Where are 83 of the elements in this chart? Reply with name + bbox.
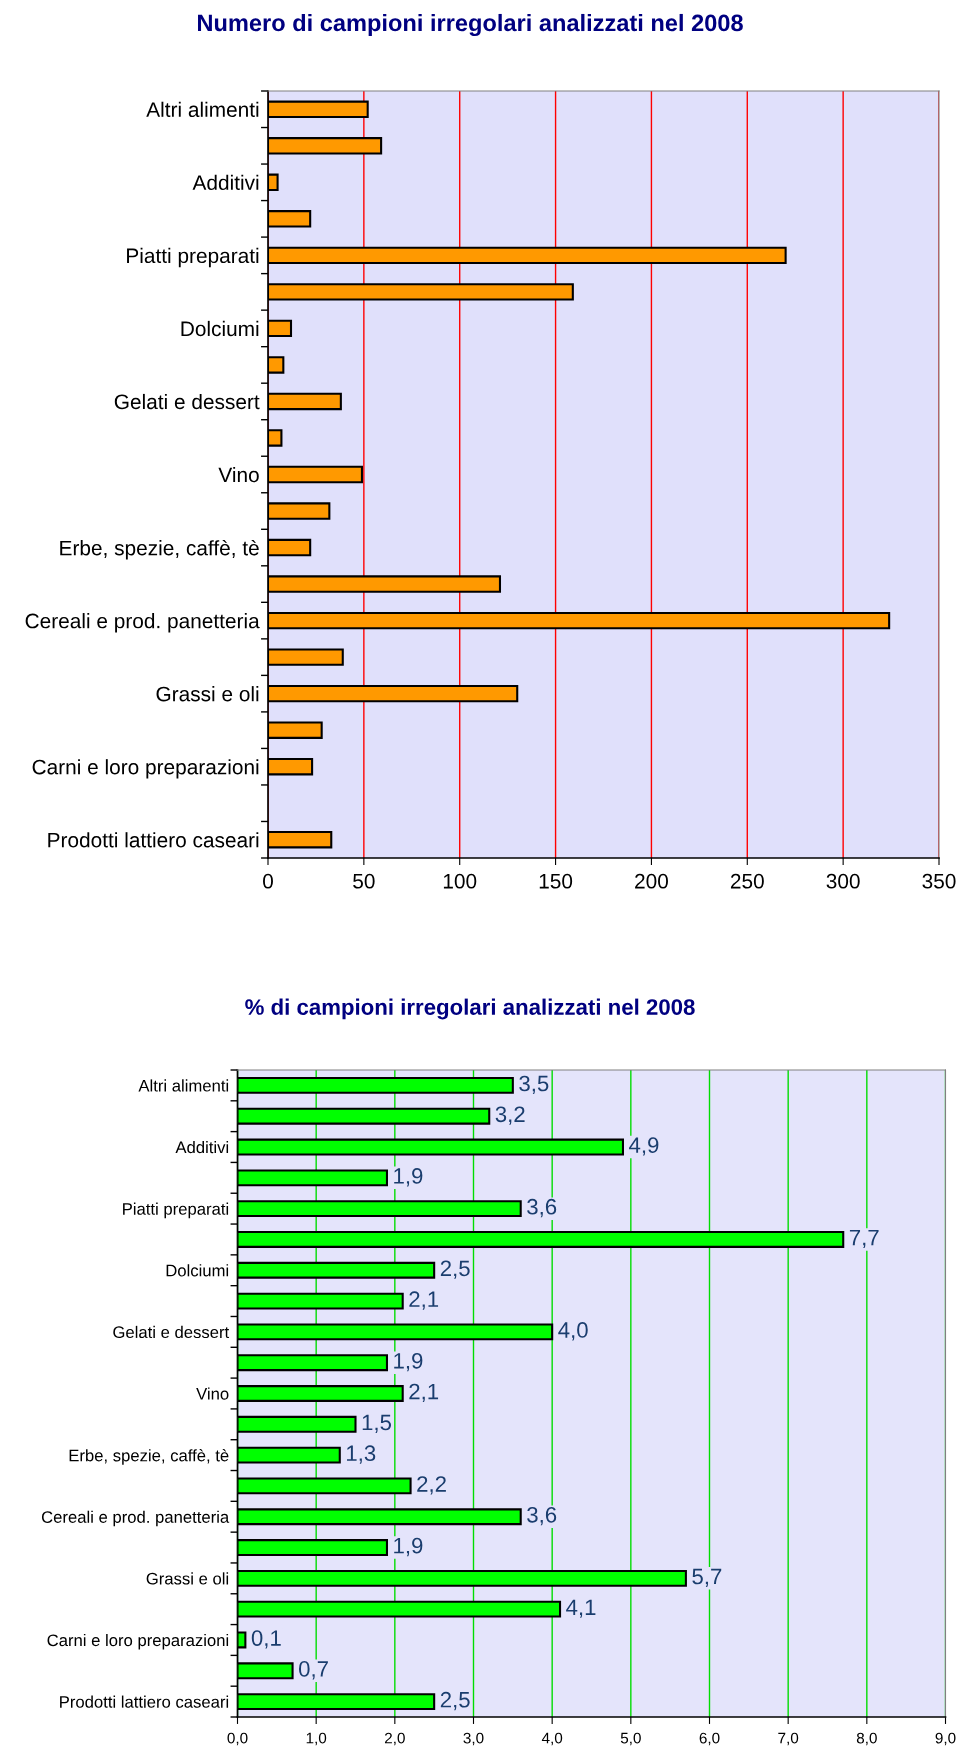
bar bbox=[237, 1354, 389, 1372]
bar bbox=[237, 1138, 625, 1156]
y-tick-label: Vino bbox=[196, 1387, 229, 1400]
x-tick-label: 3,0 bbox=[463, 1732, 484, 1746]
y-tick-label: Additivi bbox=[175, 1140, 229, 1154]
bar bbox=[237, 1323, 554, 1341]
bar bbox=[237, 1169, 389, 1187]
y-tick-label: Prodotti lattiero caseari bbox=[48, 832, 259, 848]
x-tick-label: 300 bbox=[826, 873, 860, 889]
y-tick-label: Cereali e prod. panetteria bbox=[41, 1510, 230, 1527]
x-tick-label: 7,0 bbox=[778, 1732, 799, 1746]
x-tick-label: 5,0 bbox=[620, 1732, 641, 1746]
bar bbox=[237, 1446, 341, 1464]
bar bbox=[237, 1385, 404, 1402]
data-label: 1,3 bbox=[347, 1445, 376, 1464]
y-tick-label: Prodotti lattiero caseari bbox=[60, 1695, 229, 1708]
y-tick-label: Erbe, spezie, caffè, tè bbox=[60, 539, 259, 560]
data-label: 2,2 bbox=[417, 1476, 446, 1495]
y-tick-label: Altri alimenti bbox=[138, 1079, 229, 1092]
y-tick-label: Additivi bbox=[192, 174, 259, 191]
data-label: 2,5 bbox=[440, 1260, 470, 1279]
data-label: 1,9 bbox=[394, 1537, 423, 1557]
y-tick-label: Altri alimenti bbox=[146, 101, 259, 118]
x-tick-label: 4,0 bbox=[541, 1732, 563, 1746]
bar bbox=[237, 1600, 562, 1618]
x-tick-label: 250 bbox=[730, 873, 764, 889]
x-tick-label: 0,0 bbox=[227, 1732, 248, 1746]
x-tick-label: 1,0 bbox=[306, 1732, 327, 1746]
bar bbox=[237, 1508, 522, 1526]
data-label: 3,6 bbox=[527, 1506, 557, 1526]
y-tick-label: Grassi e oli bbox=[146, 1572, 229, 1585]
data-label: 4,0 bbox=[558, 1322, 588, 1341]
y-tick-label: Dolciumi bbox=[166, 1264, 229, 1277]
data-label: 2,1 bbox=[409, 1383, 439, 1403]
x-tick-label: 0 bbox=[263, 873, 273, 889]
y-tick-label: Gelati e dessert bbox=[114, 393, 260, 410]
data-label: 0,7 bbox=[298, 1661, 328, 1680]
x-tick-label: 200 bbox=[635, 873, 668, 889]
bar bbox=[237, 1200, 522, 1218]
y-tick-label: Carni e loro preparazioni bbox=[47, 1633, 229, 1650]
x-tick-label: 8,0 bbox=[856, 1732, 877, 1746]
y-tick-label: Vino bbox=[218, 466, 259, 483]
data-label: 1,5 bbox=[362, 1414, 392, 1433]
bar bbox=[237, 1415, 357, 1433]
x-tick-label: 150 bbox=[539, 873, 573, 889]
y-tick-label: Cereali e prod. panetteria bbox=[25, 613, 260, 633]
x-tick-label: 100 bbox=[443, 873, 477, 889]
y-tick-label: Gelati e dessert bbox=[113, 1325, 230, 1339]
bar bbox=[237, 1693, 436, 1711]
x-tick-label: 50 bbox=[353, 873, 375, 889]
data-label: 1,9 bbox=[394, 1352, 423, 1372]
bar bbox=[237, 1662, 294, 1680]
y-tick-label: Dolciumi bbox=[181, 320, 259, 337]
data-label: 3,2 bbox=[495, 1106, 525, 1125]
y-tick-label: Piatti preparati bbox=[127, 247, 259, 268]
x-tick-label: 9,0 bbox=[935, 1732, 956, 1746]
data-label: 2,1 bbox=[409, 1291, 439, 1310]
chart-title: % di campioni irregolari analizzati nel 2008 bbox=[245, 998, 695, 1020]
data-label: 0,1 bbox=[251, 1630, 281, 1649]
bar bbox=[237, 1076, 514, 1094]
data-label: 5,7 bbox=[692, 1568, 722, 1587]
bar bbox=[237, 1569, 687, 1587]
x-tick-label: 6,0 bbox=[699, 1732, 720, 1746]
data-label: 1,9 bbox=[394, 1168, 423, 1187]
data-label: 4,1 bbox=[566, 1599, 596, 1618]
chart-title: Numero di campioni irregolari analizzati nel 2008 bbox=[198, 13, 743, 37]
data-label: 3,5 bbox=[519, 1075, 549, 1094]
y-tick-label: Carni e loro preparazioni bbox=[32, 759, 259, 779]
data-label: 3,6 bbox=[527, 1198, 557, 1218]
x-tick-label: 350 bbox=[922, 873, 956, 889]
bar bbox=[237, 1292, 404, 1310]
y-tick-label: Piatti preparati bbox=[123, 1202, 229, 1219]
bar bbox=[237, 1107, 491, 1125]
bar bbox=[237, 1261, 436, 1279]
bar bbox=[237, 1231, 845, 1248]
data-label: 2,5 bbox=[440, 1691, 470, 1711]
bar bbox=[237, 1477, 412, 1495]
bar bbox=[237, 1539, 389, 1556]
data-label: 7,7 bbox=[849, 1229, 879, 1249]
x-tick-label: 2,0 bbox=[384, 1732, 405, 1746]
y-tick-label: Grassi e oli bbox=[156, 686, 259, 702]
data-label: 4,9 bbox=[629, 1137, 659, 1156]
y-tick-label: Erbe, spezie, caffè, tè bbox=[69, 1448, 229, 1465]
